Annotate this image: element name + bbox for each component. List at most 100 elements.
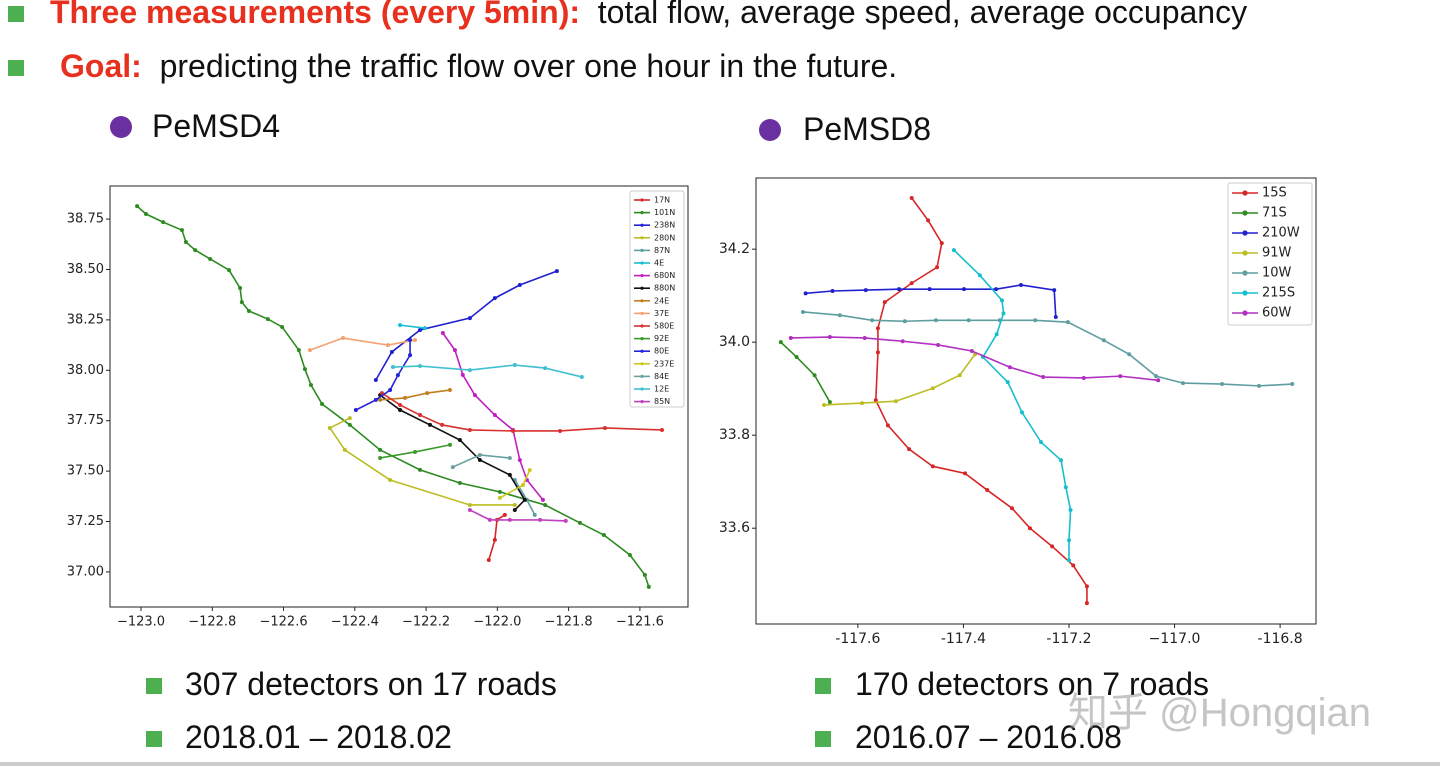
- legend-marker: [640, 286, 644, 290]
- detector-point: [812, 373, 817, 378]
- y-tick-label: 38.00: [67, 363, 104, 378]
- legend-label: 15S: [1262, 186, 1287, 201]
- detector-point: [1068, 508, 1073, 513]
- detector-point: [413, 338, 418, 343]
- dataset-marker: [759, 119, 781, 141]
- legend-marker: [640, 324, 644, 328]
- legend-marker: [640, 374, 644, 378]
- detector-point: [227, 268, 232, 273]
- road-line: [379, 394, 526, 511]
- y-tick-label: 38.75: [67, 212, 104, 227]
- detector-point: [388, 477, 393, 482]
- detector-point: [472, 393, 477, 398]
- legend-marker: [1242, 310, 1248, 316]
- detector-point: [966, 318, 971, 323]
- detector-point: [497, 495, 502, 500]
- road-line: [136, 205, 650, 588]
- detector-point: [398, 402, 403, 407]
- detector-point: [930, 386, 935, 391]
- road-line: [399, 324, 426, 329]
- detector-point: [788, 335, 793, 340]
- detector-point: [957, 373, 962, 378]
- detector-point: [307, 348, 312, 353]
- detector-point: [398, 408, 403, 413]
- detector-point: [403, 395, 408, 400]
- legend-marker: [640, 236, 644, 240]
- watermark: 知乎 @Hongqian: [1068, 691, 1371, 735]
- detector-point: [440, 330, 445, 335]
- detector-point: [467, 508, 472, 513]
- detector-point: [408, 353, 413, 358]
- legend-box: [1227, 182, 1313, 326]
- detector-point: [418, 467, 423, 472]
- bottom-rule: [0, 762, 1440, 766]
- x-tick-label: −121.8: [545, 615, 593, 630]
- legend-label: 17N: [654, 196, 670, 205]
- detector-point: [1084, 584, 1089, 589]
- road-line: [953, 249, 1072, 561]
- detector-point: [418, 364, 423, 369]
- detector-point: [554, 269, 559, 274]
- bullet-marker: [8, 60, 24, 76]
- legend-marker: [640, 311, 644, 315]
- detector-point: [936, 342, 941, 347]
- x-tick-label: -117.4: [941, 631, 986, 647]
- y-tick-label: 37.50: [67, 464, 104, 479]
- detector-point: [1071, 563, 1076, 568]
- detector-point: [627, 552, 632, 557]
- detector-point: [486, 558, 491, 563]
- detector-point: [423, 326, 428, 331]
- detector-point: [347, 416, 352, 421]
- x-tick-label: -116.8: [1258, 631, 1303, 647]
- detector-point: [507, 455, 512, 460]
- detector-point: [440, 422, 445, 427]
- detector-point: [985, 488, 990, 493]
- detector-point: [642, 572, 647, 577]
- road-line: [328, 417, 515, 506]
- detector-point: [579, 374, 584, 379]
- detector-point: [408, 338, 413, 343]
- detector-point: [512, 363, 517, 368]
- detector-point: [373, 397, 378, 402]
- legend-label: 91W: [1262, 246, 1292, 261]
- detector-point: [521, 483, 526, 488]
- detector-point: [1220, 382, 1225, 387]
- dataset-name: PeMSD8: [803, 111, 932, 147]
- detector-point: [540, 497, 545, 502]
- detector-point: [447, 442, 452, 447]
- detector-point: [308, 383, 313, 388]
- detector-point: [327, 425, 332, 430]
- detector-point: [961, 287, 966, 292]
- bullet-text: predicting the traffic flow over one hou…: [159, 48, 898, 84]
- y-tick-label: 33.6: [719, 520, 750, 536]
- x-tick-label: −122.6: [259, 615, 307, 630]
- detector-point: [373, 377, 378, 382]
- detector-point: [778, 340, 783, 345]
- detector-point: [897, 287, 902, 292]
- detector-point: [830, 289, 835, 294]
- legend-label: 10W: [1262, 266, 1292, 281]
- legend-label: 238N: [654, 221, 675, 230]
- detector-point: [378, 455, 383, 460]
- detector-point: [1065, 320, 1070, 325]
- road-line: [875, 197, 1088, 604]
- road-line: [380, 389, 451, 401]
- detector-point: [425, 391, 430, 396]
- bullet-label: Three measurements (every 5min):: [50, 0, 580, 30]
- detector-point: [863, 288, 868, 293]
- detector-point: [511, 428, 516, 433]
- detector-point: [909, 195, 914, 200]
- detector-point: [517, 458, 522, 463]
- detector-point: [507, 517, 512, 522]
- detector-point: [822, 402, 827, 407]
- detector-point: [827, 335, 832, 340]
- detector-point: [1041, 375, 1046, 380]
- detector-point: [161, 220, 166, 225]
- legend-label: 85N: [654, 397, 670, 406]
- detector-point: [902, 319, 907, 324]
- detector-point: [977, 273, 982, 278]
- dataset-name: PeMSD4: [152, 108, 281, 144]
- detector-point: [1001, 311, 1006, 316]
- detector-point: [827, 400, 832, 405]
- detector-point: [512, 502, 517, 507]
